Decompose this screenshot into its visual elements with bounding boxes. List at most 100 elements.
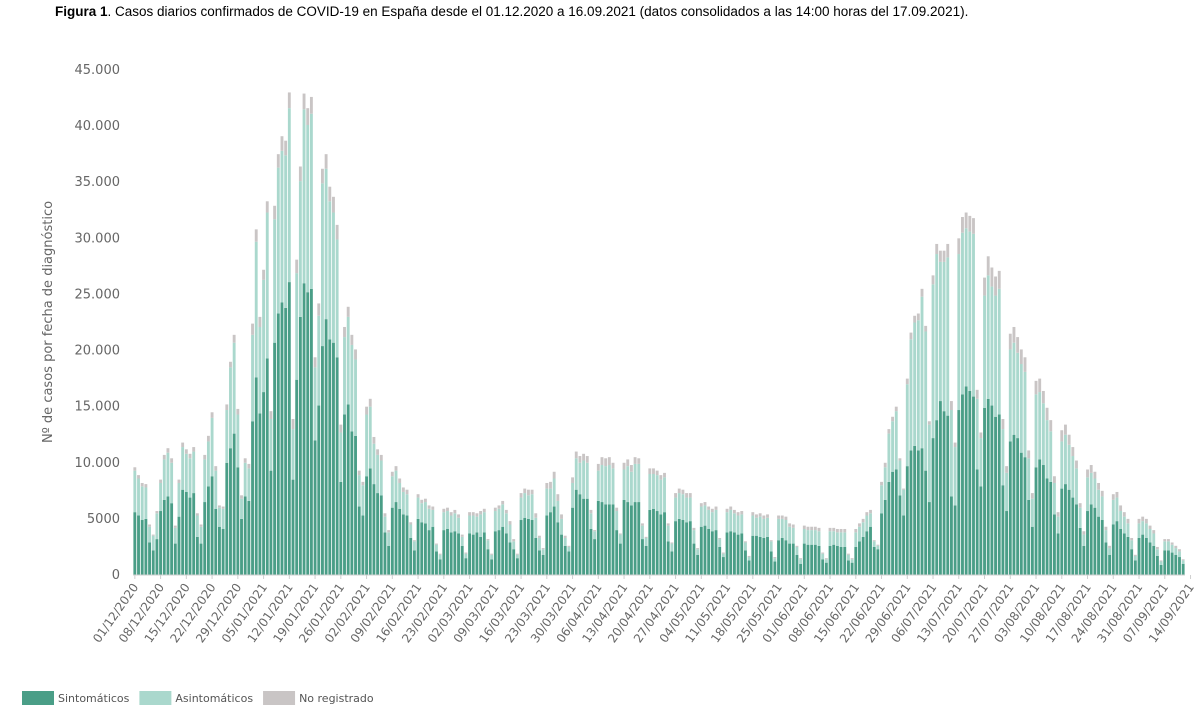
bar-segment-series-1 — [192, 451, 196, 494]
bar-segment-series-1 — [140, 486, 144, 521]
bar-segment-series-0 — [707, 528, 711, 575]
bar-segment-series-0 — [685, 522, 689, 575]
bar-segment-series-1 — [858, 526, 861, 542]
bar-segment-series-2 — [883, 462, 887, 468]
bar-segment-series-0 — [927, 502, 931, 575]
bar-segment-series-0 — [578, 494, 582, 575]
bar-segment-series-0 — [368, 468, 372, 575]
bar-segment-series-1 — [894, 411, 898, 470]
bar-segment-series-0 — [1174, 554, 1178, 575]
bar-segment-series-2 — [861, 518, 865, 523]
bar-segment-series-0 — [1067, 489, 1071, 575]
bar-segment-series-0 — [269, 470, 273, 575]
bar-segment-series-2 — [251, 323, 254, 335]
bar-segment-series-0 — [350, 431, 354, 575]
bar-segment-series-0 — [659, 514, 663, 575]
bar-segment-series-0 — [240, 518, 243, 575]
bar-segment-series-1 — [313, 367, 317, 441]
bar-segment-series-2 — [596, 463, 600, 471]
bar-segment-series-0 — [1148, 542, 1152, 575]
bar-segment-series-2 — [854, 528, 858, 533]
bar-segment-series-2 — [626, 459, 630, 467]
bar-segment-series-1 — [799, 559, 803, 564]
bar-segment-series-2 — [758, 513, 762, 517]
bar-segment-series-2 — [648, 468, 652, 474]
bar-segment-series-0 — [247, 500, 251, 575]
bar-segment-series-0 — [975, 469, 979, 575]
bar-segment-series-1 — [839, 532, 843, 547]
bar-segment-series-1 — [1174, 548, 1178, 555]
bar-segment-series-1 — [784, 520, 788, 541]
bar-segment-series-2 — [321, 168, 324, 184]
bar-segment-series-2 — [218, 505, 221, 508]
bar-segment-series-1 — [1052, 482, 1056, 515]
bar-segment-series-0 — [582, 498, 586, 575]
bar-segment-series-2 — [832, 527, 836, 532]
bar-segment-series-0 — [1086, 511, 1089, 575]
bar-segment-series-1 — [280, 150, 284, 303]
bar-segment-series-0 — [148, 542, 151, 575]
bar-segment-series-0 — [416, 518, 420, 575]
y-tick-label: 0 — [112, 568, 120, 583]
bar-segment-series-0 — [1111, 524, 1115, 575]
bar-segment-series-1 — [663, 477, 666, 513]
bar-segment-series-0 — [788, 543, 792, 575]
bar-segment-series-2 — [361, 481, 365, 486]
bar-segment-series-0 — [1052, 514, 1056, 575]
bar-segment-series-2 — [549, 481, 552, 489]
bar-segment-series-2 — [655, 470, 659, 476]
bar-segment-series-2 — [1064, 424, 1067, 435]
bar-segment-series-2 — [401, 487, 405, 492]
bar-segment-series-1 — [457, 517, 460, 534]
bar-segment-series-1 — [938, 261, 942, 402]
bar-segment-series-2 — [302, 93, 306, 110]
bar-segment-series-0 — [894, 469, 898, 575]
bar-segment-series-0 — [869, 526, 872, 575]
bar-segment-series-0 — [1144, 537, 1148, 575]
bar-segment-series-0 — [295, 379, 299, 575]
bar-segment-series-1 — [618, 534, 622, 544]
bar-segment-series-0 — [813, 544, 817, 575]
bar-segment-series-2 — [817, 527, 821, 532]
bar-segment-series-2 — [412, 540, 416, 542]
bar-segment-series-2 — [446, 507, 449, 512]
bar-segment-series-0 — [155, 539, 159, 575]
bar-segment-series-2 — [769, 540, 773, 542]
bar-segment-series-1 — [435, 544, 438, 552]
bar-segment-series-2 — [372, 436, 376, 444]
y-tick-label: 20.000 — [75, 344, 121, 359]
bar-segment-series-2 — [225, 404, 229, 411]
bar-segment-series-0 — [265, 358, 269, 575]
bar-segment-series-0 — [585, 498, 589, 575]
bar-segment-series-2 — [1019, 349, 1023, 365]
bar-segment-series-0 — [321, 346, 324, 575]
bar-segment-series-1 — [1104, 530, 1108, 543]
bar-segment-series-0 — [593, 539, 597, 575]
bar-segment-series-0 — [1078, 527, 1082, 575]
bar-segment-series-2 — [773, 557, 777, 559]
bar-segment-series-2 — [828, 527, 832, 532]
bar-segment-series-1 — [159, 482, 163, 512]
bar-segment-series-2 — [659, 475, 663, 480]
bar-segment-series-1 — [1144, 523, 1148, 538]
bar-segment-series-2 — [416, 494, 420, 498]
bar-segment-series-2 — [721, 552, 725, 554]
bar-segment-series-2 — [718, 537, 722, 540]
bar-segment-series-2 — [582, 453, 586, 461]
bar-segment-series-2 — [214, 466, 218, 471]
bar-segment-series-1 — [170, 462, 174, 504]
bar-segment-series-2 — [140, 482, 144, 487]
bar-segment-series-0 — [221, 528, 225, 575]
bar-segment-series-1 — [1067, 444, 1071, 490]
bar-segment-series-2 — [538, 535, 541, 538]
bar-segment-series-0 — [394, 502, 398, 575]
bar-segment-series-0 — [188, 497, 192, 575]
bar-segment-series-1 — [685, 497, 689, 523]
bar-segment-series-2 — [589, 509, 593, 514]
bar-segment-series-2 — [427, 505, 431, 509]
bar-segment-series-0 — [626, 502, 630, 575]
bar-segment-series-1 — [184, 453, 188, 492]
bar-segment-series-2 — [493, 507, 497, 512]
bar-segment-series-2 — [497, 505, 501, 509]
